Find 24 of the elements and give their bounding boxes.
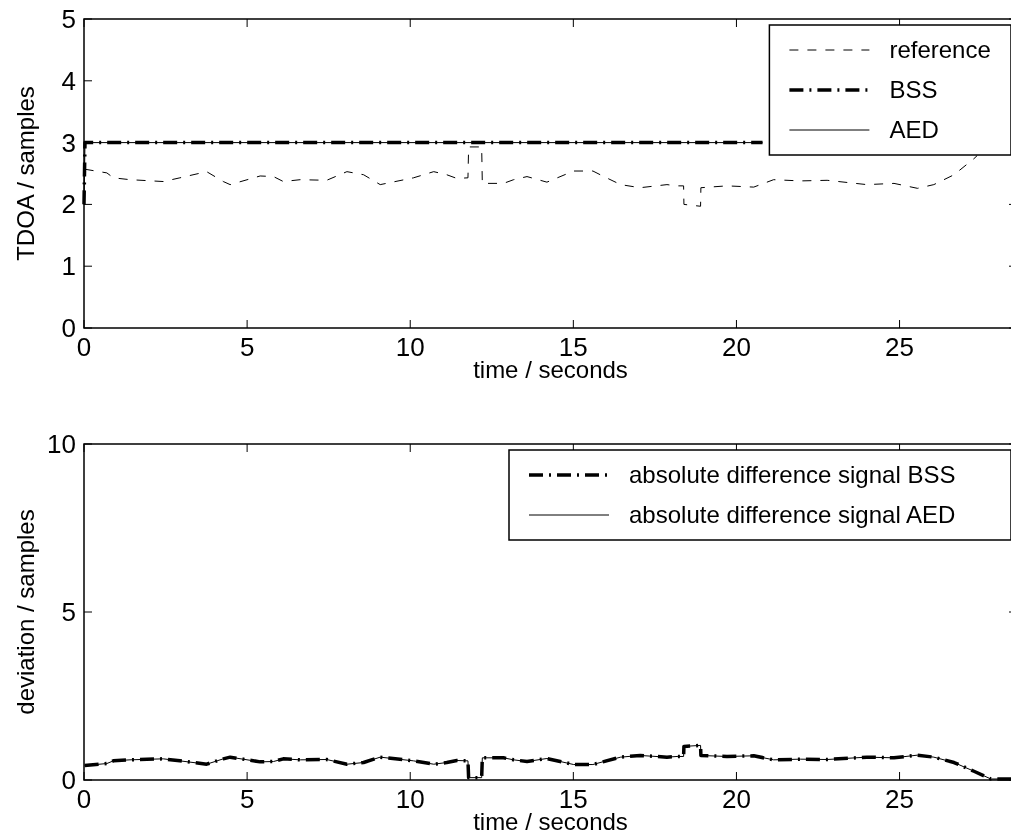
y-tick-label: 10 [47, 429, 76, 459]
y-tick-label: 5 [61, 597, 76, 627]
x-tick-label: 10 [395, 784, 425, 814]
x-tick-label: 20 [721, 332, 751, 362]
y-tick-label: 2 [61, 189, 76, 220]
y-tick-label: 5 [61, 4, 76, 34]
legend-label: reference [889, 36, 991, 63]
x-tick-label: 20 [721, 784, 751, 814]
x-tick-label: 25 [885, 784, 915, 814]
x-tick-label: 10 [395, 332, 425, 362]
legend-label: BSS [889, 76, 938, 103]
x-tick-label: 5 [239, 332, 255, 362]
legend-label: AED [889, 116, 939, 143]
x-tick-label: 25 [885, 332, 915, 362]
y-tick-label: 0 [61, 313, 76, 343]
y-tick-label: 1 [61, 251, 76, 282]
y-tick-label: 0 [61, 765, 76, 795]
x-tick-label: 5 [239, 784, 255, 814]
y-axis-title: TDOA / samples [12, 86, 39, 261]
y-axis-title: deviation / samples [12, 509, 39, 715]
y-tick-label: 4 [61, 65, 76, 96]
legend-label: absolute difference signal BSS [629, 461, 956, 488]
y-tick-label: 3 [61, 127, 76, 158]
legend-label: absolute difference signal AED [629, 501, 956, 528]
